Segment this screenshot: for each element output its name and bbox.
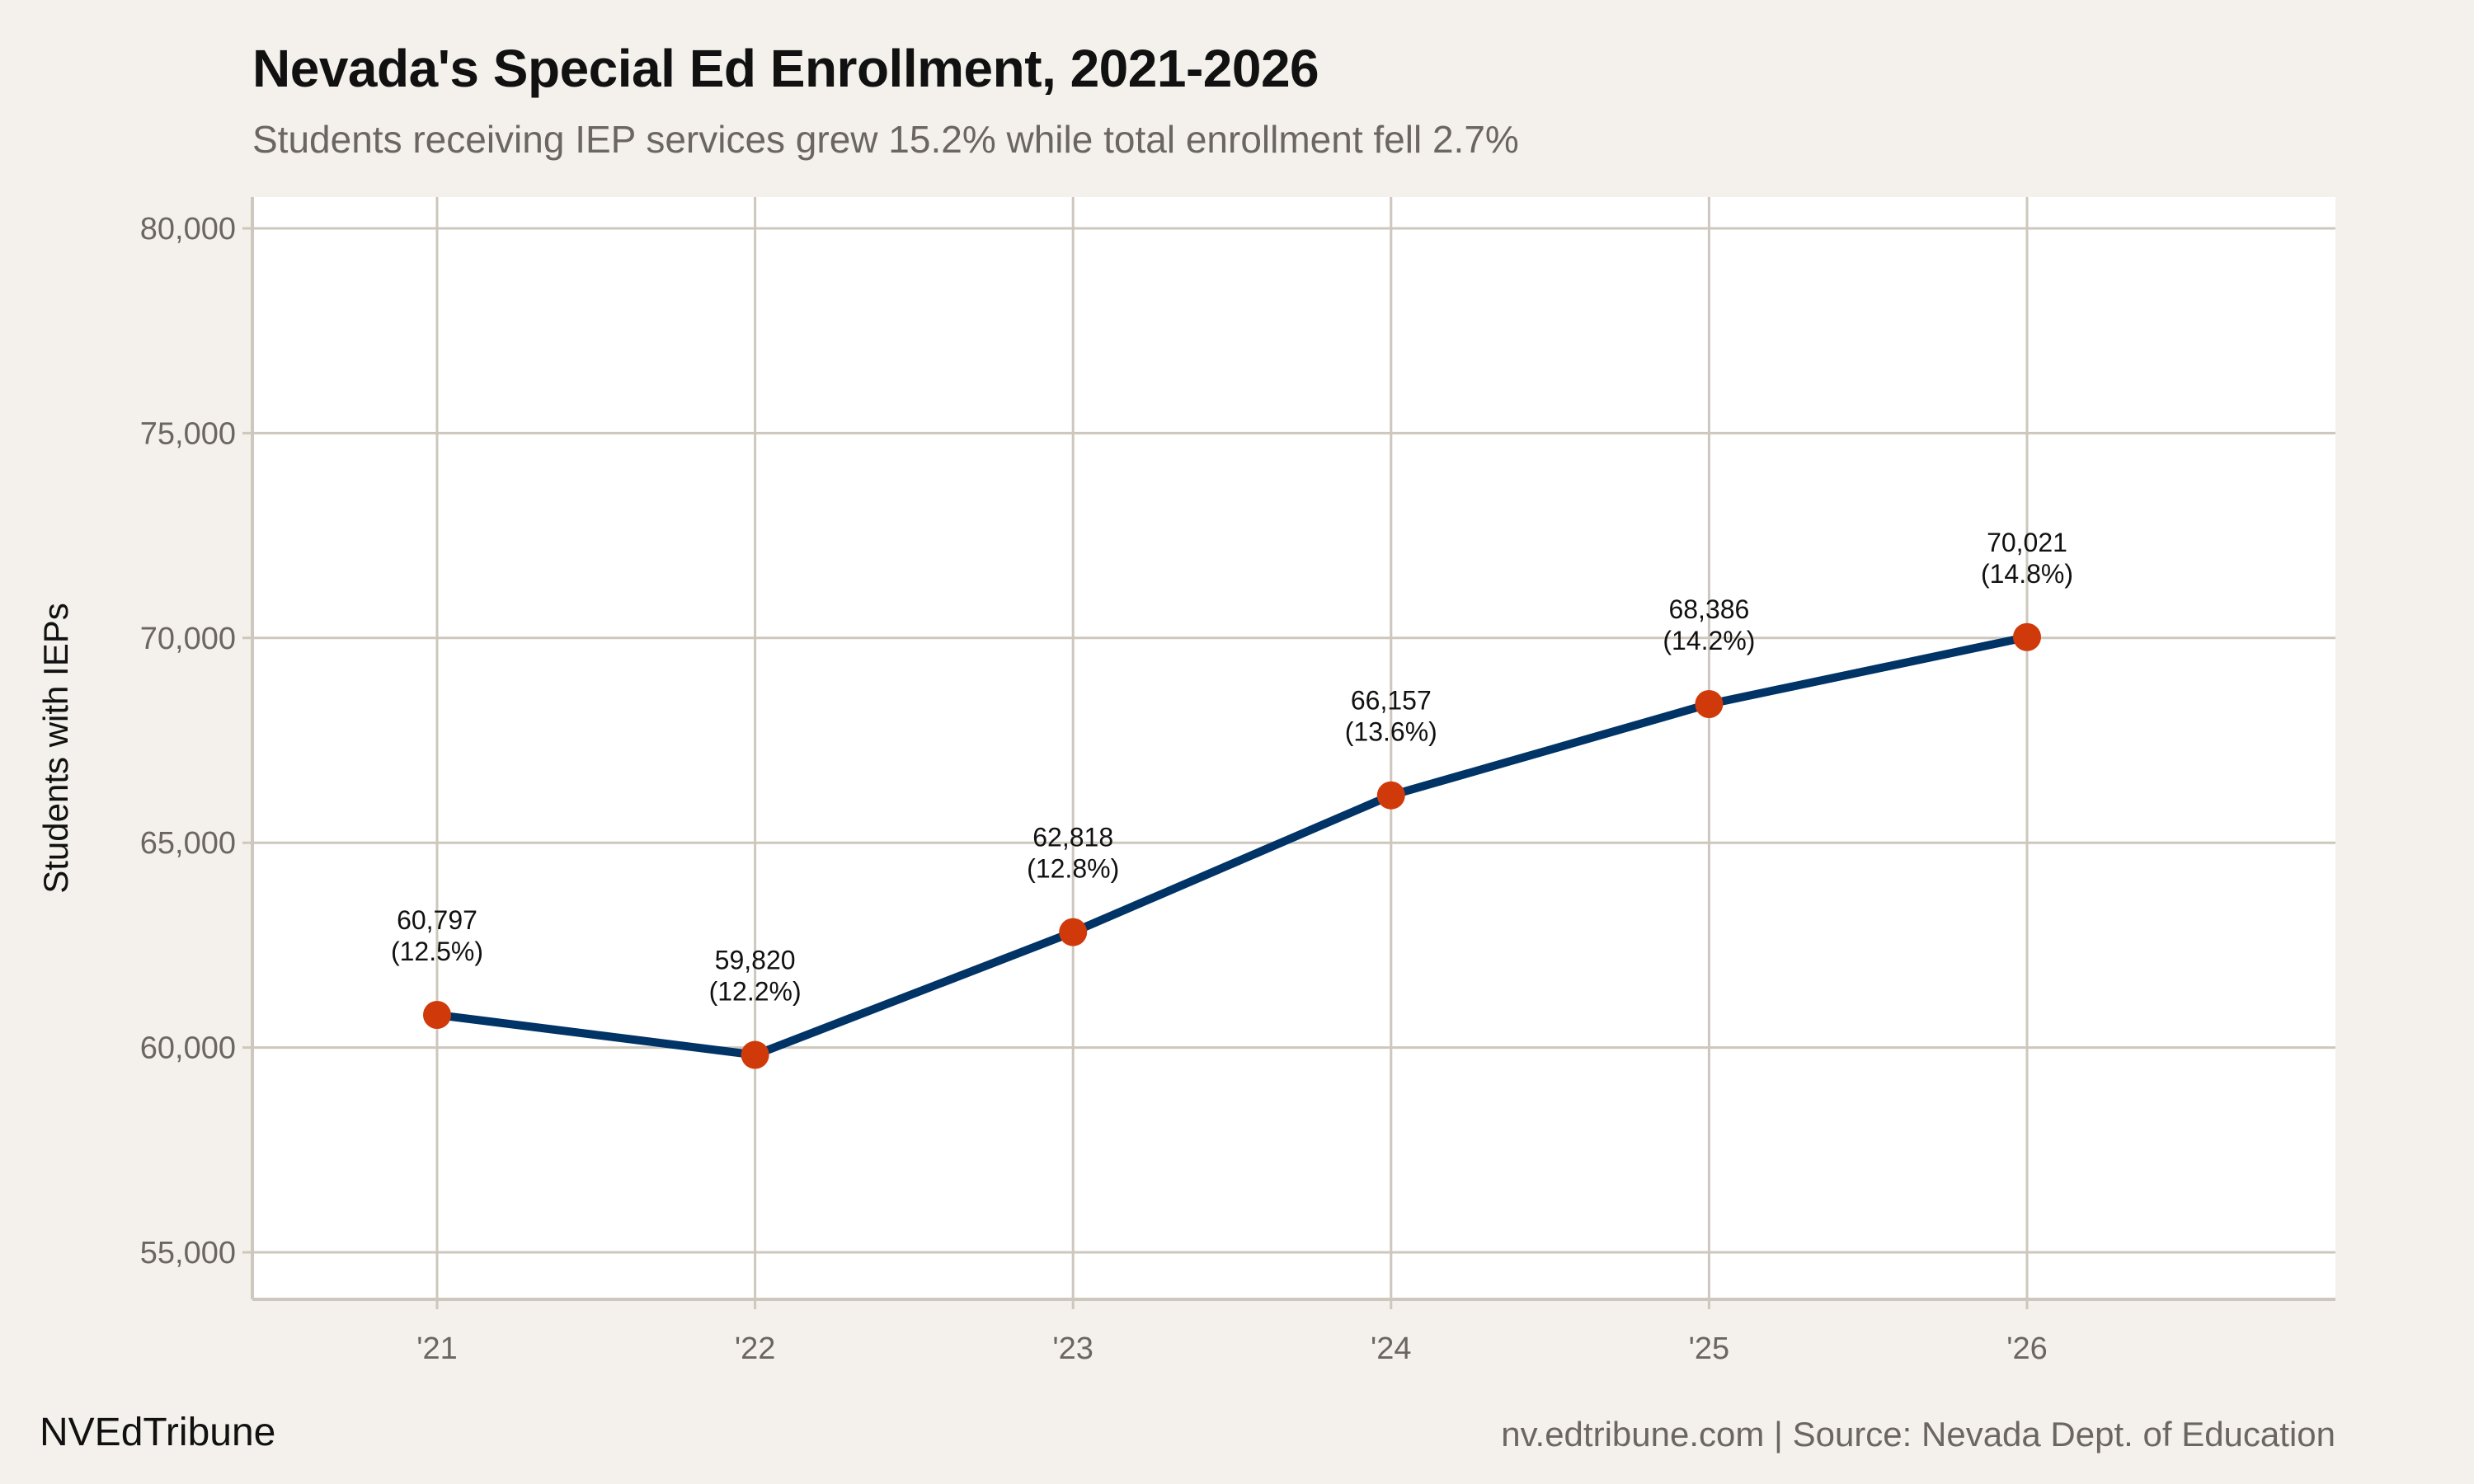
- y-tick-label: 60,000: [140, 1031, 236, 1066]
- brand-label: NVEdTribune: [40, 1411, 276, 1454]
- data-point: [741, 1040, 769, 1069]
- y-tick-label: 75,000: [140, 416, 236, 451]
- x-tick-label: '23: [1052, 1331, 1094, 1366]
- data-label: 60,797 (12.5%): [391, 905, 483, 966]
- data-label: 66,157 (13.6%): [1345, 686, 1437, 747]
- data-label: 70,021 (14.8%): [1981, 528, 2073, 589]
- data-label: 62,818 (12.8%): [1027, 823, 1119, 884]
- data-point: [1376, 781, 1405, 810]
- y-tick-label: 65,000: [140, 826, 236, 861]
- plot-panel: [252, 197, 2335, 1299]
- x-tick-label: '22: [735, 1331, 776, 1366]
- data-point: [423, 1001, 451, 1030]
- source-note: nv.edtribune.com | Source: Nevada Dept. …: [1501, 1415, 2335, 1453]
- data-point: [2013, 622, 2041, 651]
- data-point: [1059, 918, 1088, 946]
- y-tick-label: 55,000: [140, 1236, 236, 1270]
- x-tick-label: '26: [2006, 1331, 2048, 1366]
- series-line: [436, 632, 2029, 1059]
- data-label: 68,386 (14.2%): [1663, 594, 1755, 655]
- chart-title: Nevada's Special Ed Enrollment, 2021-202…: [252, 39, 1319, 98]
- x-tick-label: '25: [1689, 1331, 1730, 1366]
- x-tick-label: '24: [1371, 1331, 1412, 1366]
- y-tick-label: 70,000: [140, 622, 236, 656]
- chart-subtitle: Students receiving IEP services grew 15.…: [252, 118, 1519, 161]
- data-label: 59,820 (12.2%): [709, 946, 802, 1007]
- x-tick-label: '21: [416, 1331, 458, 1366]
- y-tick-label: 80,000: [140, 212, 236, 247]
- data-point: [1695, 689, 1724, 718]
- y-axis-title: Students with IEPs: [36, 603, 75, 894]
